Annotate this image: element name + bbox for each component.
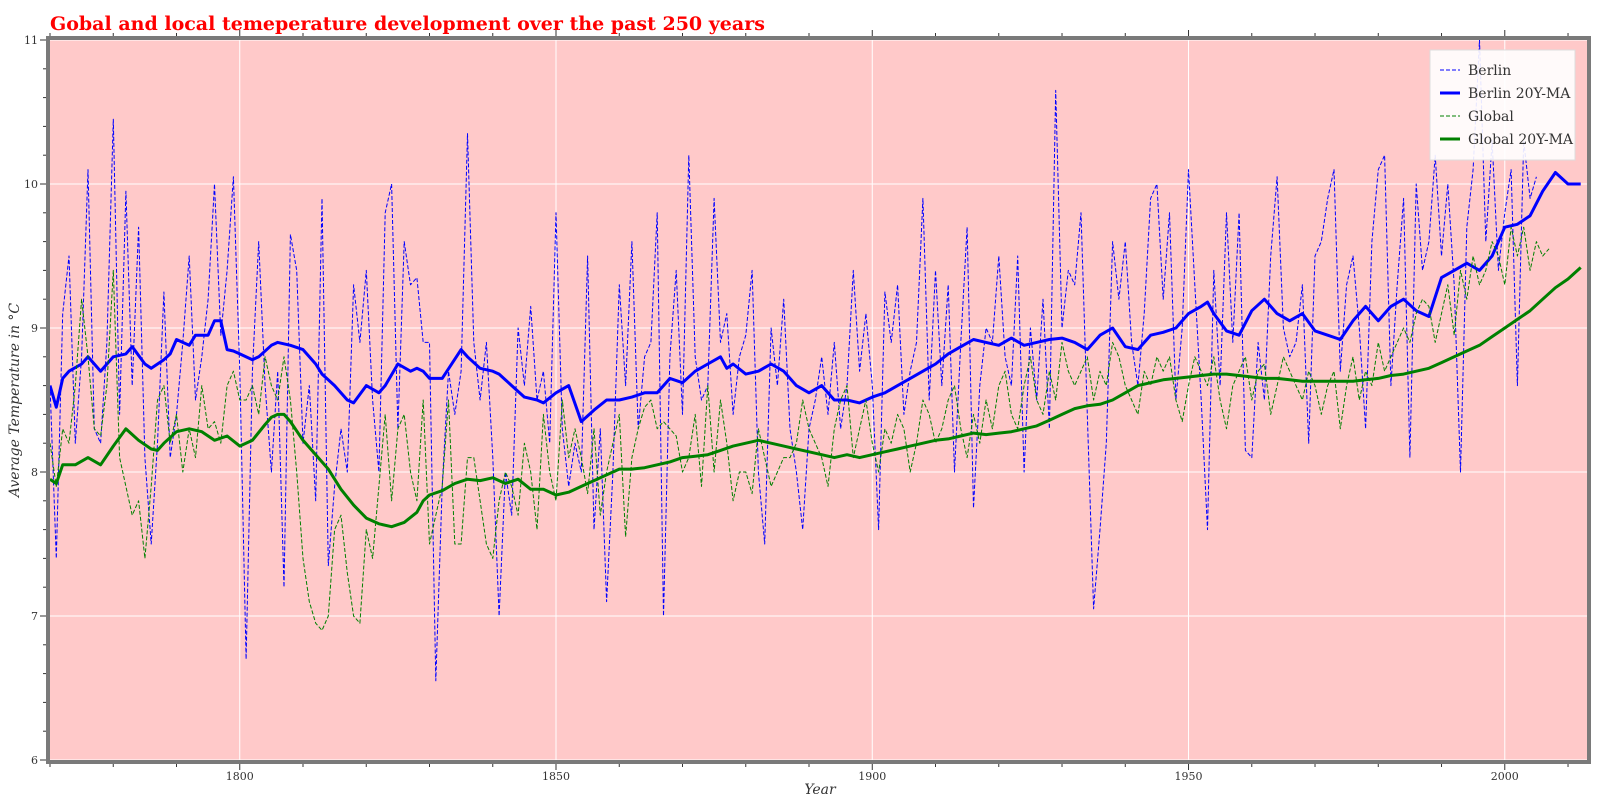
series-line-berlin-20y-ma <box>48 171 1581 424</box>
x-axis-label: Year <box>804 782 837 798</box>
y-tick-label: 6 <box>31 754 38 767</box>
plot-frame <box>46 36 1591 764</box>
series-line-global-20y-ma <box>49 266 1582 529</box>
plot-border <box>46 36 1591 764</box>
chart-title: Gobal and local temeperature development… <box>50 13 765 35</box>
y-tick-label: 11 <box>24 34 38 47</box>
axis-ticks: 6 7 8 9 10 11 1800 1850 1900 1950 2000 <box>24 30 1569 783</box>
x-tick-label-bottom: 1850 <box>542 770 570 783</box>
x-tick-label-bottom: 2000 <box>1491 770 1519 783</box>
y-tick-label: 8 <box>31 466 38 479</box>
legend-entry: Global <box>1468 109 1514 125</box>
x-tick-label-bottom: 1900 <box>858 770 886 783</box>
legend-entry: Global 20Y-MA <box>1468 132 1574 148</box>
y-axis-label: Average Temperature in °C <box>7 303 23 500</box>
legend: Berlin Berlin 20Y-MA Global Global 20Y-MA <box>1429 49 1576 161</box>
legend-entry: Berlin 20Y-MA <box>1468 86 1571 102</box>
legend-box <box>1429 49 1576 161</box>
x-tick-label-bottom: 1800 <box>226 770 254 783</box>
y-tick-label: 7 <box>31 610 38 623</box>
series-line-global <box>49 226 1550 631</box>
x-tick-label-bottom: 1950 <box>1175 770 1203 783</box>
y-tick-label: 9 <box>31 322 38 335</box>
series-layer <box>48 39 1582 682</box>
legend-entry: Berlin <box>1468 63 1511 79</box>
plot-background <box>50 40 1587 760</box>
plot-area <box>50 40 1587 760</box>
y-tick-label: 10 <box>24 178 38 191</box>
